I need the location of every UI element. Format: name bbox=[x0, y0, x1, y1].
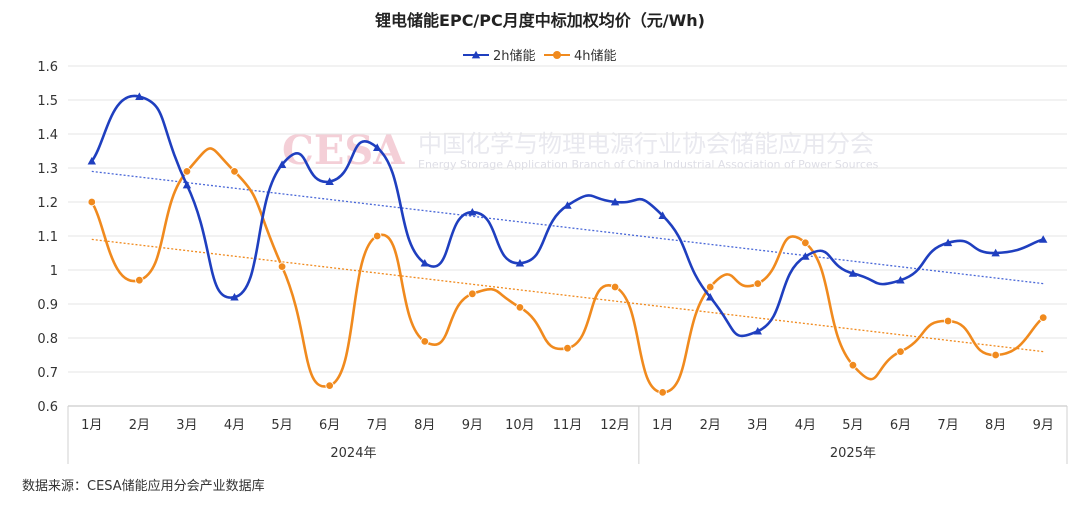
y-tick-label: 1.3 bbox=[37, 162, 58, 177]
x-tick-label: 1月 bbox=[81, 418, 102, 433]
year-label: 2025年 bbox=[830, 446, 876, 461]
data-point-2h bbox=[706, 293, 715, 301]
data-point-2h bbox=[135, 92, 144, 100]
x-tick-label: 7月 bbox=[937, 418, 958, 433]
trend-layer bbox=[91, 170, 1044, 353]
x-tick-label: 3月 bbox=[176, 418, 197, 433]
data-point-2h bbox=[753, 327, 762, 335]
data-point-4h bbox=[420, 337, 429, 346]
watermark-subtitle: Energy Storage Application Branch of Chi… bbox=[418, 158, 879, 171]
legend-label-4h: 4h储能 bbox=[574, 49, 617, 64]
x-tick-label: 11月 bbox=[553, 418, 583, 433]
x-tick-label: 6月 bbox=[890, 418, 911, 433]
data-point-2h bbox=[182, 180, 192, 189]
data-point-4h bbox=[706, 282, 715, 292]
data-point-4h bbox=[991, 350, 1000, 360]
data-point-4h bbox=[468, 289, 477, 298]
data-point-2h bbox=[230, 293, 239, 301]
x-tick-label: 1月 bbox=[652, 418, 673, 433]
data-point-2h bbox=[277, 160, 287, 168]
x-tick-label: 4月 bbox=[224, 418, 245, 433]
watermark-title: 中国化学与物理电源行业协会储能应用分会 bbox=[418, 130, 874, 158]
watermark-logo: CESA bbox=[282, 127, 405, 174]
data-point-4h bbox=[230, 167, 239, 176]
legend-marker-4h bbox=[553, 51, 561, 59]
source-note: 数据来源：CESA储能应用分会产业数据库 bbox=[22, 478, 265, 494]
trendline-2h bbox=[91, 170, 1044, 285]
legend: 2h储能 4h储能 bbox=[463, 49, 617, 64]
x-tick-label: 9月 bbox=[1033, 418, 1054, 433]
y-tick-label: 0.6 bbox=[37, 400, 58, 415]
x-tick-label: 7月 bbox=[367, 418, 388, 433]
chart-title: 锂电储能EPC/PC月度中标加权均价（元/Wh) bbox=[375, 11, 705, 30]
series-layer bbox=[87, 92, 1048, 397]
x-tick-label: 3月 bbox=[747, 418, 768, 433]
data-point-4h bbox=[182, 167, 192, 176]
data-point-4h bbox=[325, 381, 334, 390]
data-point-2h bbox=[801, 252, 810, 260]
legend-label-2h: 2h储能 bbox=[493, 49, 536, 64]
x-tick-label: 6月 bbox=[319, 418, 340, 433]
legend-marker-2h bbox=[471, 50, 481, 59]
y-tick-label: 1 bbox=[50, 264, 58, 279]
axis-layer: 0.6 0.7 0.8 0.9 1 1.1 1.2 1.3 1.4 1.5 1.6 1月 2月 3月 4月 5… bbox=[37, 60, 1068, 464]
y-tick-label: 0.7 bbox=[37, 366, 58, 381]
data-point-4h bbox=[87, 197, 96, 207]
y-tick-label: 0.9 bbox=[37, 298, 58, 313]
data-point-2h bbox=[325, 177, 334, 185]
y-tick-label: 1.1 bbox=[37, 230, 58, 245]
data-point-4h bbox=[610, 282, 620, 292]
data-point-2h bbox=[848, 269, 858, 277]
y-tick-label: 1.5 bbox=[37, 94, 58, 109]
x-tick-label: 12月 bbox=[600, 418, 630, 433]
x-tick-label: 4月 bbox=[795, 418, 816, 433]
data-point-4h bbox=[135, 276, 144, 285]
data-point-2h bbox=[420, 259, 429, 267]
x-tick-label: 8月 bbox=[985, 418, 1006, 433]
data-point-4h bbox=[515, 303, 525, 312]
data-point-4h bbox=[848, 361, 858, 370]
x-tick-label: 8月 bbox=[414, 418, 435, 433]
data-point-2h bbox=[1039, 235, 1048, 243]
data-point-2h bbox=[991, 248, 1000, 257]
x-tick-label: 5月 bbox=[842, 418, 863, 433]
data-point-2h bbox=[468, 208, 477, 216]
x-tick-label: 2月 bbox=[700, 418, 721, 433]
year-label: 2024年 bbox=[330, 446, 376, 461]
grid-layer bbox=[68, 65, 1067, 373]
x-tick-label: 2月 bbox=[129, 418, 150, 433]
x-tick-label: 5月 bbox=[271, 418, 292, 433]
data-point-4h bbox=[277, 262, 287, 271]
x-tick-label: 9月 bbox=[462, 418, 483, 433]
data-point-4h bbox=[801, 238, 810, 247]
series-line-2h bbox=[90, 94, 1044, 338]
data-point-2h bbox=[658, 211, 667, 219]
data-point-4h bbox=[896, 347, 905, 356]
data-point-2h bbox=[943, 238, 953, 247]
data-point-4h bbox=[943, 316, 953, 326]
data-point-2h bbox=[87, 157, 96, 165]
y-tick-label: 1.6 bbox=[37, 60, 58, 75]
data-point-2h bbox=[610, 197, 620, 206]
data-point-2h bbox=[563, 201, 572, 209]
x-tick-label: 10月 bbox=[505, 418, 535, 433]
data-point-4h bbox=[753, 279, 762, 288]
y-tick-label: 1.4 bbox=[37, 128, 58, 143]
data-point-4h bbox=[373, 231, 382, 241]
y-tick-label: 1.2 bbox=[37, 196, 58, 211]
data-point-2h bbox=[373, 143, 382, 151]
data-point-4h bbox=[563, 344, 572, 353]
data-point-4h bbox=[1039, 313, 1048, 322]
data-point-2h bbox=[515, 259, 525, 267]
data-point-2h bbox=[896, 276, 905, 284]
y-tick-label: 0.8 bbox=[37, 332, 58, 347]
data-point-4h bbox=[658, 388, 667, 397]
